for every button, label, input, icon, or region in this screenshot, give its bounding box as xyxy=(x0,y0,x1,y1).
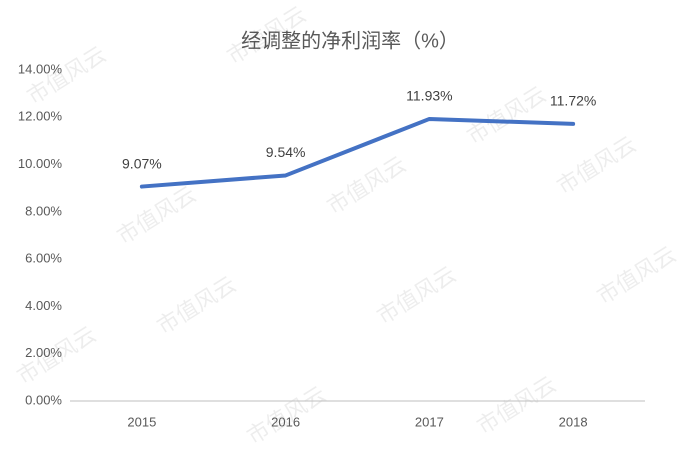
data-label: 11.93% xyxy=(406,88,452,104)
data-label: 9.54% xyxy=(266,144,306,160)
y-tick-label: 10.00% xyxy=(18,156,63,171)
x-tick-label: 2016 xyxy=(271,414,300,429)
x-tick-label: 2018 xyxy=(559,414,588,429)
chart-title: 经调整的净利润率（%） xyxy=(241,29,459,52)
y-tick-label: 14.00% xyxy=(18,61,63,76)
y-tick-label: 8.00% xyxy=(25,203,62,218)
x-tick-label: 2017 xyxy=(415,414,444,429)
y-tick-label: 4.00% xyxy=(25,298,62,313)
y-tick-label: 2.00% xyxy=(25,345,62,360)
y-tick-label: 12.00% xyxy=(18,109,63,124)
line xyxy=(139,116,576,189)
y-tick-label: 6.00% xyxy=(25,251,62,266)
data-label: 9.07% xyxy=(122,155,162,171)
data-label: 11.72% xyxy=(550,93,596,109)
x-tick-label: 2015 xyxy=(127,414,156,429)
y-tick-label: 0.00% xyxy=(25,392,62,407)
